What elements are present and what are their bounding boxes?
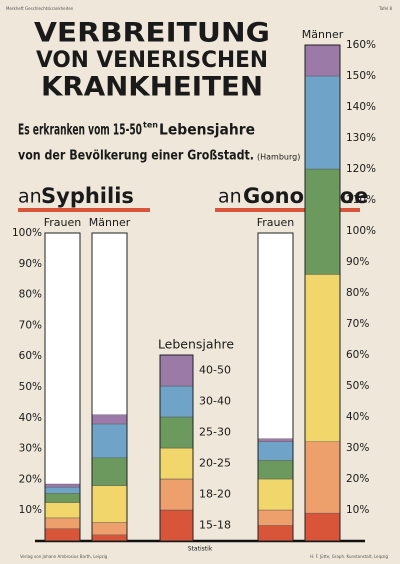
bar-segment [304,168,341,275]
y-tick-label: 150% [346,70,376,82]
chart-title-prefix: an [18,186,42,208]
category-label: Männer [302,28,344,41]
right-note: Tafel 8 [378,6,392,11]
bar-segment [304,75,341,170]
y-tick-label: 130% [346,132,376,144]
bar-outline [91,232,128,542]
y-tick-label: 90% [346,256,369,268]
y-tick-label: 40% [346,411,369,423]
y-tick-label: 110% [346,194,376,206]
bar-segment [91,522,128,536]
legend-swatch [159,509,194,542]
y-tick-label: 140% [346,101,376,113]
bar-segment [257,478,294,511]
subtitle: von der Bevölkerung einer Großstadt. [18,149,254,164]
y-tick-label: 20% [346,473,369,485]
y-tick-label: 30% [19,443,42,455]
bar-segment [257,441,294,461]
y-tick-label: 80% [19,289,42,301]
y-tick-label: 90% [19,258,42,270]
bar-outline [304,44,341,542]
title-line: VON VENERISCHEN [36,48,268,73]
legend-label: 20-25 [199,457,231,470]
title-underline [18,208,150,212]
legend-outline [159,354,194,542]
subtitle: Es erkranken vom 15-50 [18,121,142,139]
bar-segment [91,414,128,425]
bar-outline [44,232,81,542]
y-tick-label: 160% [346,39,376,51]
chart-title-prefix: an [218,186,242,208]
bar-segment [257,438,294,443]
bar-outline [257,232,294,542]
bar-segment [257,525,294,542]
bar-segment [44,493,81,503]
subtitle: Lebensjahre [159,121,255,139]
y-tick-label: 100% [12,227,42,239]
y-tick-label: 80% [346,287,369,299]
subtitle-superscript: ten [143,121,158,130]
y-tick-label: 10% [346,504,369,516]
y-tick-label: 40% [19,412,42,424]
bar-segment [44,528,81,542]
legend-label: 15-18 [199,519,231,532]
bar-segment [44,502,81,519]
y-tick-label: 60% [19,350,42,362]
title-line: KRANKHEITEN [41,72,263,103]
y-tick-label: 70% [346,318,369,330]
subtitle-note: (Hamburg) [257,153,300,162]
legend-label: 30-40 [199,395,231,408]
y-tick-label: 50% [346,380,369,392]
bar-segment [44,483,81,488]
title-line: VERBREITUNG [34,18,270,49]
legend-label: 18-20 [199,488,231,501]
legend-title: Lebensjahre [158,337,234,352]
bar-segment [304,274,341,442]
legend-swatch [159,354,194,387]
footer-right: H. F. Jütte, Graph. Kunstanstalt, Leipzi… [310,554,388,559]
footer-center: Statistik [188,546,213,553]
bar-segment [91,423,128,459]
bar-segment [44,517,81,529]
y-tick-label: 20% [19,473,42,485]
bar-segment [91,485,128,523]
y-tick-label: 120% [346,163,376,175]
legend-label: 25-30 [199,426,231,439]
bar-segment [44,486,81,494]
y-tick-label: 70% [19,319,42,331]
title-underline [215,208,360,212]
bar-segment [91,534,128,542]
bar-segment [91,457,128,486]
bar-segment [304,441,341,514]
y-tick-label: 100% [346,225,376,237]
legend-swatch [159,478,194,511]
left-note: Merkheft Geschlechtskrankheiten [6,6,74,11]
category-label: Männer [89,216,131,229]
category-label: Frauen [44,216,82,229]
legend-label: 40-50 [199,364,231,377]
bar-segment [257,460,294,480]
y-tick-label: 30% [346,442,369,454]
bar-segment [257,509,294,526]
bar-segment [304,44,341,77]
legend-swatch [159,416,194,449]
chart-title: Syphilis [41,184,134,208]
y-tick-label: 50% [19,381,42,393]
footer-left: Verlag von Johann Ambrosius Barth, Leipz… [20,554,108,559]
category-label: Frauen [257,216,295,229]
legend-swatch [159,385,194,418]
y-tick-label: 10% [19,504,42,516]
bar-segment [304,512,341,542]
legend-swatch [159,447,194,480]
y-tick-label: 60% [346,349,369,361]
